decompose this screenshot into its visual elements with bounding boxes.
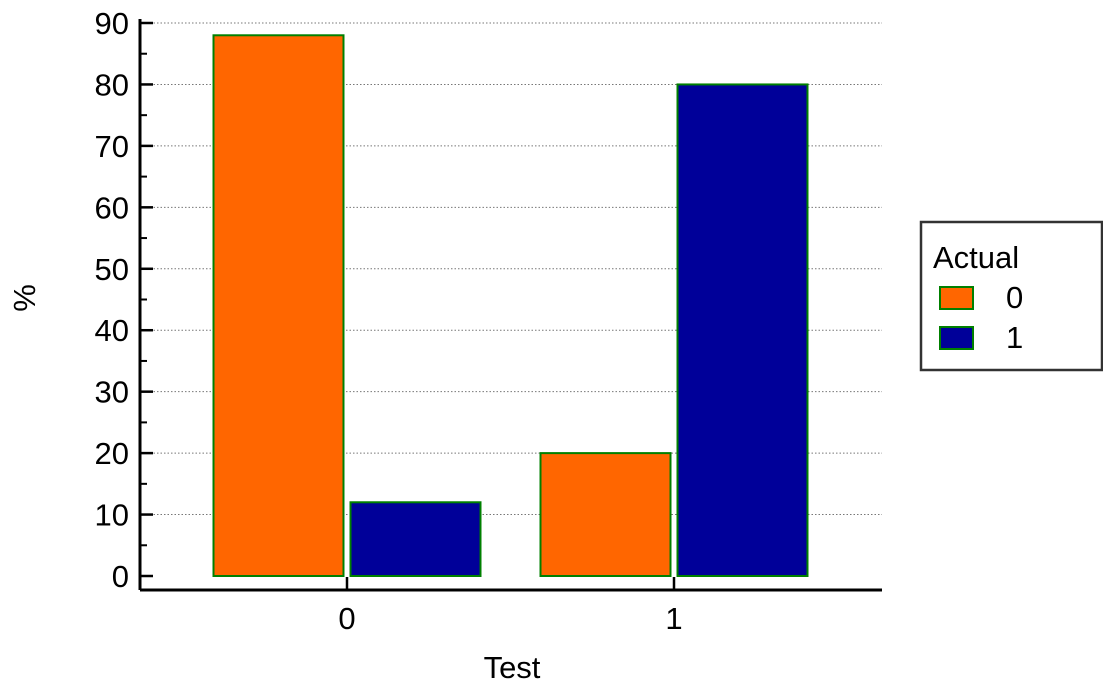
y-tick-label: 90 xyxy=(95,6,129,41)
legend-swatch-0 xyxy=(939,286,974,310)
bars xyxy=(212,34,809,578)
y-tick-label: 30 xyxy=(95,375,129,410)
y-tick-label: 80 xyxy=(95,67,129,102)
bar-test-0-actual-1 xyxy=(349,501,482,577)
y-axis-title: % xyxy=(7,284,42,312)
y-tick-label: 40 xyxy=(95,313,129,348)
bar-test-1-actual-1 xyxy=(676,83,809,577)
y-tick-label: 20 xyxy=(95,436,129,471)
bar-test-1-actual-0 xyxy=(539,452,672,577)
y-tick-label: 10 xyxy=(95,498,129,533)
legend-swatch-1 xyxy=(939,326,974,350)
legend-label-0: 0 xyxy=(1006,280,1023,315)
y-tick-label: 50 xyxy=(95,252,129,287)
legend-label-1: 1 xyxy=(1006,320,1023,355)
axes: 0 10 20 30 40 50 60 70 80 90 0 1 xyxy=(95,6,882,636)
legend-entries: 01 xyxy=(939,280,1023,355)
x-tick-label: 1 xyxy=(665,601,682,636)
legend-title: Actual xyxy=(933,240,1019,275)
legend: Actual 01 xyxy=(919,220,1103,372)
x-tick-label: 0 xyxy=(338,601,355,636)
y-tick-label: 70 xyxy=(95,129,129,164)
y-tick-label: 60 xyxy=(95,190,129,225)
bar-test-0-actual-0 xyxy=(212,34,345,578)
y-tick-label: 0 xyxy=(112,559,129,594)
x-axis-title: Test xyxy=(484,650,541,685)
